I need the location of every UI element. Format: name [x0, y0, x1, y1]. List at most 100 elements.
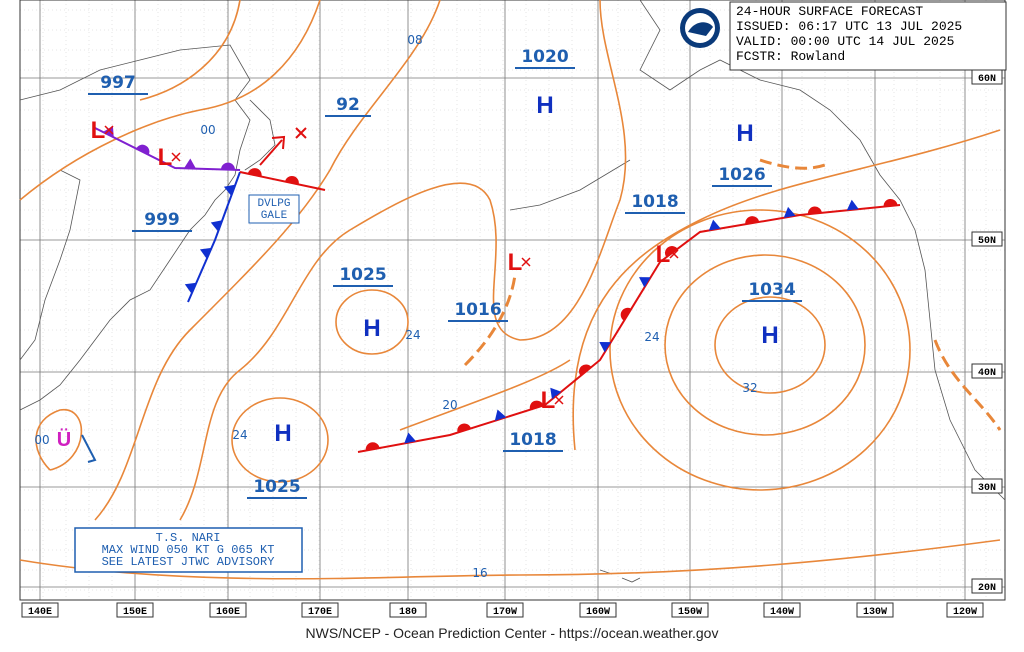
lon-label-box: [389, 602, 427, 618]
isobars: [19, 0, 1002, 580]
lon-label: 130W: [863, 607, 887, 618]
isobar: [19, 0, 321, 201]
cold-front-triangle: [404, 432, 417, 444]
storm-text: SEE LATEST JTWC ADVISORY: [102, 555, 275, 569]
contour-label: 24: [405, 328, 420, 342]
lon-label: 140E: [28, 607, 52, 618]
storm-box: [74, 527, 303, 573]
trough: [933, 339, 1002, 431]
pressure-value: 997: [100, 73, 136, 93]
wind-barb: [81, 434, 97, 463]
fronts: [94, 125, 901, 453]
lat-label-box: [971, 478, 1003, 494]
lon-label-box: [116, 602, 154, 618]
high-center: H: [363, 315, 380, 342]
low-x: [104, 125, 114, 135]
lat-label-box: [971, 231, 1003, 247]
isobar: [19, 539, 1001, 580]
lon-label-box: [486, 602, 524, 618]
warm-front-semicircle: [745, 216, 760, 225]
cold-front-triangle: [494, 409, 507, 421]
warm-front-semicircle: [285, 175, 299, 185]
high-center: H: [536, 92, 553, 119]
high-center: H: [736, 120, 753, 147]
contour-label: 24: [232, 428, 247, 442]
storm-symbol: Ü: [57, 428, 97, 463]
kamchatka: [244, 99, 276, 171]
pressure-value: 1020: [521, 47, 568, 67]
contour-label: 08: [407, 33, 422, 47]
isobar: [139, 0, 241, 101]
lat-label-box: [971, 578, 1003, 594]
isobar: [335, 289, 409, 355]
warm-front-semicircle: [579, 364, 592, 376]
lat-label-box: [971, 363, 1003, 379]
lon-label: 150E: [123, 607, 147, 618]
low-center: L: [158, 144, 173, 171]
lat-label: 40N: [978, 368, 996, 379]
noaa-bird: [688, 22, 713, 36]
header-valid: VALID: 00:00 UTC 14 JUL 2025: [736, 34, 954, 49]
x-mark: [295, 127, 307, 139]
trough: [463, 274, 517, 367]
footer: NWS/NCEP - Ocean Prediction Center - htt…: [306, 625, 719, 641]
coastlines: [19, 0, 1006, 583]
low-center: L: [541, 387, 556, 414]
lon-label: 160E: [216, 607, 240, 618]
cold-front-triangle: [846, 199, 859, 211]
isobar: [714, 296, 826, 394]
lon-label: 180: [399, 607, 417, 618]
lat-label: 30N: [978, 483, 996, 494]
cold-front-triangle: [638, 277, 651, 288]
warm-front-semicircle: [220, 162, 235, 170]
low-x: [554, 395, 564, 405]
front-line: [94, 127, 241, 171]
low-center: L: [91, 117, 106, 144]
low-x: [669, 249, 679, 259]
contour-label: 00: [200, 123, 215, 137]
lon-label: 150W: [678, 607, 702, 618]
low-x: [521, 257, 531, 267]
header-issued: ISSUED: 06:17 UTC 13 JUL 2025: [736, 19, 962, 34]
lon-label-box: [763, 602, 801, 618]
pressure-value: 1025: [253, 477, 300, 497]
high-center: H: [761, 322, 778, 349]
graticule: [19, 0, 1006, 601]
lon-label-box: [856, 602, 894, 618]
isobar: [231, 397, 329, 483]
contour-label: 24: [644, 330, 659, 344]
aleutians: [509, 159, 631, 211]
isobar: [609, 209, 911, 491]
low-center: L: [656, 241, 671, 268]
isobar: [35, 409, 83, 471]
pressure-value: 1026: [718, 165, 765, 185]
header-forecaster: FCSTR: Rowland: [736, 49, 845, 64]
pressure-value: 1025: [339, 265, 386, 285]
arrow: [259, 139, 283, 166]
contour-label: 00: [34, 433, 49, 447]
low-center: L: [508, 249, 523, 276]
lon-label: 170E: [308, 607, 332, 618]
header-box: [729, 1, 1007, 71]
warm-front-semicircle: [247, 168, 262, 177]
storm-text: MAX WIND 050 KT G 065 KT: [102, 543, 275, 557]
cold-front-triangle: [783, 206, 796, 218]
warm-front-semicircle: [457, 423, 471, 433]
low-x: [171, 152, 181, 162]
lon-label: 160W: [586, 607, 610, 618]
gale-text: DVLPG: [257, 198, 290, 210]
isobar: [94, 0, 441, 521]
warm-front-semicircle: [365, 442, 380, 451]
asia-coast: [19, 44, 251, 411]
trough: [759, 158, 826, 170]
storm-text: T.S. NARI: [156, 531, 221, 545]
cold-front-triangle: [199, 247, 212, 259]
lon-label: 140W: [770, 607, 794, 618]
isobar: [664, 254, 866, 436]
cold-front-triangle: [550, 387, 562, 400]
sakhalin-japan: [19, 169, 81, 361]
cold-front-triangle: [210, 220, 223, 232]
lat-label: 50N: [978, 236, 996, 247]
pressure-value: 999: [144, 210, 180, 230]
